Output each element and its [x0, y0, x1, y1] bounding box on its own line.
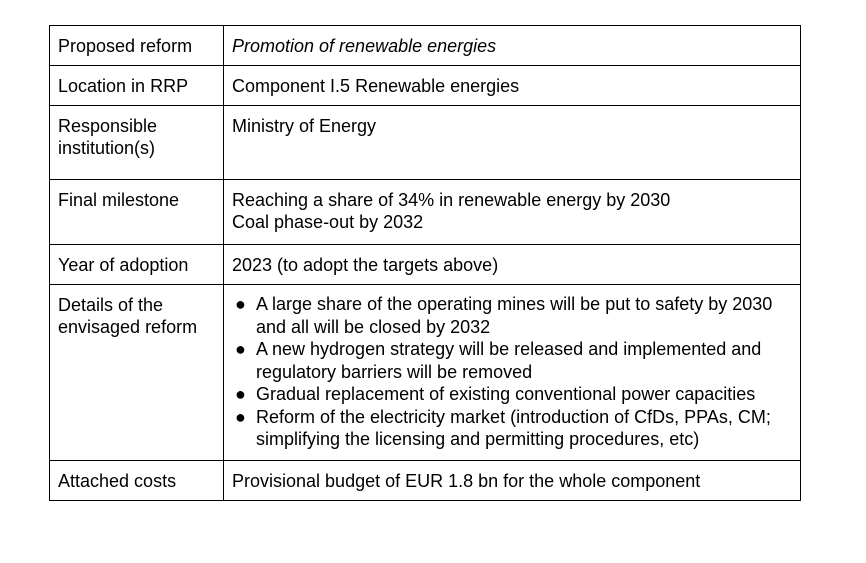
bullet-icon: ●	[235, 294, 246, 314]
row-label-line: envisaged reform	[58, 317, 198, 337]
list-item-text: A large share of the operating mines wil…	[256, 294, 773, 337]
row-label-cell: Year of adoption	[49, 244, 224, 285]
bullet-icon: ●	[235, 406, 246, 427]
row-value-cell: 2023 (to adopt the targets above)	[223, 244, 801, 285]
bullet-icon: ●	[235, 384, 246, 404]
row-label-line: Responsible	[58, 116, 158, 136]
table-row: Proposed reform Promotion of renewable e…	[49, 25, 801, 66]
row-value: 2023 (to adopt the targets above)	[232, 255, 499, 275]
row-label-line: Details of the	[58, 295, 164, 315]
details-bullet-list: ● A large share of the operating mines w…	[224, 285, 800, 460]
milestone-line: Coal phase-out by 2032	[232, 212, 424, 232]
table-row: Attached costs Provisional budget of EUR…	[49, 459, 801, 501]
list-item: ● Reform of the electricity market (intr…	[232, 406, 794, 451]
row-label-cell: Final milestone	[49, 179, 224, 245]
list-item-text: A new hydrogen strategy will be released…	[256, 339, 762, 382]
table-row: Year of adoption 2023 (to adopt the targ…	[49, 244, 801, 285]
row-label: Final milestone	[58, 190, 180, 210]
list-item-text: Gradual replacement of existing conventi…	[256, 384, 756, 404]
row-value-cell: ● A large share of the operating mines w…	[223, 284, 801, 461]
list-item: ● Gradual replacement of existing conven…	[232, 383, 794, 406]
row-label: Responsible institution(s)	[50, 106, 223, 179]
row-value-cell: Component I.5 Renewable energies	[223, 65, 801, 106]
list-item-text: Reform of the electricity market (introd…	[256, 406, 771, 450]
milestone-line: Reaching a share of 34% in renewable ene…	[232, 190, 671, 210]
table-row: Location in RRP Component I.5 Renewable …	[49, 65, 801, 106]
row-label: Details of the envisaged reform	[50, 285, 223, 346]
table-row: Final milestone Reaching a share of 34% …	[49, 179, 801, 245]
row-label: Attached costs	[58, 470, 177, 491]
row-value-cell: Promotion of renewable energies	[223, 25, 801, 66]
row-label-cell: Attached costs	[49, 459, 224, 501]
row-label: Proposed reform	[58, 36, 193, 56]
row-label-cell: Responsible institution(s)	[49, 105, 224, 180]
row-value-cell: Provisional budget of EUR 1.8 bn for the…	[223, 459, 801, 501]
row-value: Ministry of Energy	[232, 116, 377, 136]
row-value: Component I.5 Renewable energies	[232, 76, 520, 96]
row-value: Provisional budget of EUR 1.8 bn for the…	[232, 470, 701, 491]
row-value-cell: Reaching a share of 34% in renewable ene…	[223, 179, 801, 245]
list-item: ● A large share of the operating mines w…	[232, 293, 794, 338]
row-value: Promotion of renewable energies	[232, 36, 497, 56]
row-label-line: institution(s)	[58, 138, 156, 158]
table-row: Details of the envisaged reform ● A larg…	[49, 284, 801, 461]
row-label-cell: Proposed reform	[49, 25, 224, 66]
row-label-cell: Location in RRP	[49, 65, 224, 106]
list-item: ● A new hydrogen strategy will be releas…	[232, 338, 794, 383]
row-label: Location in RRP	[58, 76, 189, 96]
row-label: Year of adoption	[58, 255, 189, 275]
row-value-cell: Ministry of Energy	[223, 105, 801, 180]
reform-table: Proposed reform Promotion of renewable e…	[49, 25, 801, 501]
row-label-cell: Details of the envisaged reform	[49, 284, 224, 461]
table-row: Responsible institution(s) Ministry of E…	[49, 105, 801, 180]
bullet-icon: ●	[235, 339, 246, 359]
row-value: Reaching a share of 34% in renewable ene…	[224, 180, 800, 244]
